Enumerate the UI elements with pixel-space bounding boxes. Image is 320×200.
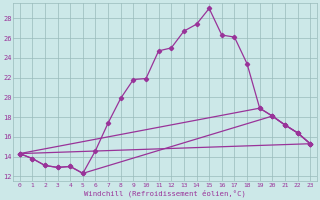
- X-axis label: Windchill (Refroidissement éolien,°C): Windchill (Refroidissement éolien,°C): [84, 189, 246, 197]
